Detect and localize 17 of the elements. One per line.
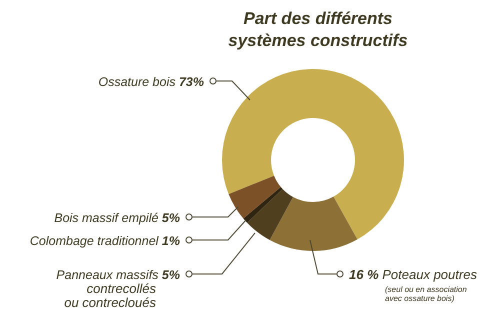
slice-label: Ossature bois — [98, 75, 179, 89]
donut-slice — [270, 196, 358, 251]
slice-label: Poteaux poutres — [378, 267, 478, 282]
slice-label: Colombage traditionnel — [30, 234, 162, 248]
donut-slice — [243, 186, 283, 223]
donut-slice — [247, 188, 294, 240]
data-label: 73% — [178, 75, 204, 89]
donut-slice — [228, 176, 281, 218]
text: (seul ou en association avec ossature bois) — [385, 285, 468, 303]
data-label: 5% — [162, 211, 180, 225]
data-label: 5% — [162, 268, 180, 282]
slice-label: Bois massif empilé — [54, 211, 162, 225]
data-label: 1% — [162, 234, 180, 248]
donut-slice — [222, 69, 404, 240]
data-label: 16 % — [349, 267, 380, 282]
chart-title: Part des différents systèmes constructifs — [228, 9, 408, 50]
category-label: Panneaux massifs contrecollés ou contrecloués — [56, 268, 158, 310]
